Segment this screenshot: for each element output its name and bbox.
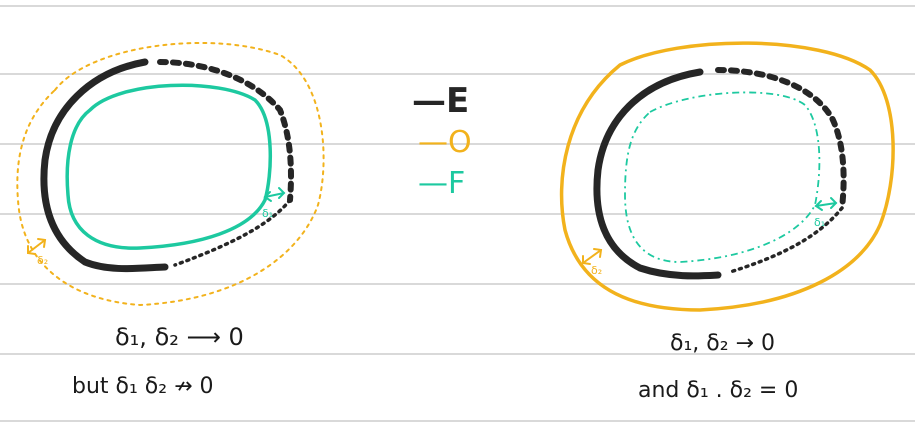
- right-delta1-label: δ₁: [814, 216, 825, 229]
- left-delta2-arrow: [27, 238, 47, 255]
- legend: —E —O —F: [412, 81, 472, 201]
- right-delta2-arrow: [582, 248, 603, 265]
- right-set-E-dashed-part: [715, 67, 847, 211]
- left-delta1-arrow: [263, 187, 286, 202]
- legend-F: —F: [418, 166, 465, 201]
- left-set-E-solid-part: [40, 58, 169, 273]
- left-set-E-dotted-part: [173, 198, 292, 267]
- ruled-lines: [0, 5, 915, 422]
- right-caption-line2: and δ₁ . δ₂ = 0: [638, 378, 798, 403]
- right-set-F-boundary: [624, 91, 821, 263]
- left-set-E-dashed-part: [157, 59, 294, 203]
- left-delta2-label: δ₂: [37, 254, 48, 267]
- right-set-E-dotted-part: [728, 206, 844, 274]
- left-caption-line2: but δ₁ δ₂ ↛ 0: [72, 374, 214, 399]
- right-delta2-label: δ₂: [591, 264, 602, 277]
- left-panel: δ₁ δ₂ δ₁, δ₂ ⟶ 0 but δ₁ δ₂ ↛ 0: [16, 41, 325, 399]
- left-set-F-boundary: [65, 83, 273, 250]
- right-caption-line1: δ₁, δ₂ → 0: [670, 331, 775, 356]
- left-delta1-label: δ₁: [262, 207, 273, 220]
- legend-O: —O: [418, 125, 472, 160]
- right-set-O-boundary: [559, 41, 895, 312]
- legend-E: —E: [412, 81, 469, 121]
- right-set-E-solid-part: [593, 68, 722, 280]
- left-set-O-boundary: [16, 41, 325, 307]
- left-caption-line1: δ₁, δ₂ ⟶ 0: [115, 323, 244, 351]
- right-delta1-arrow: [814, 197, 838, 211]
- right-panel: δ₁ δ₂ δ₁, δ₂ → 0 and δ₁ . δ₂ = 0: [559, 41, 895, 403]
